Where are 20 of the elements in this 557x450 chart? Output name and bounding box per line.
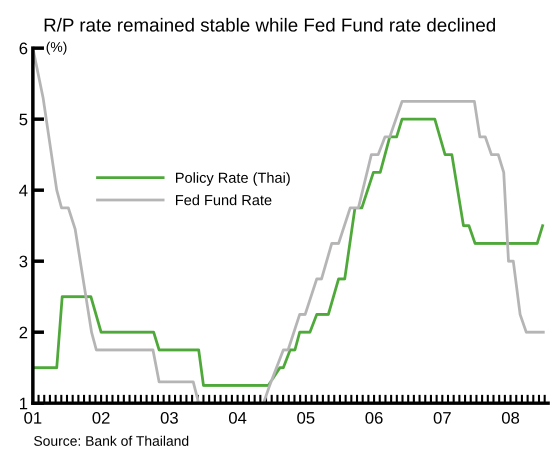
chart-title: R/P rate remained stable while Fed Fund rate declined bbox=[44, 18, 495, 32]
y-tick-label: 6 bbox=[20, 42, 28, 54]
source-note: Source: Bank of Thailand bbox=[34, 436, 188, 446]
legend-label: Fed Fund Rate bbox=[176, 194, 272, 206]
y-axis-title: (%) bbox=[46, 42, 66, 55]
x-tick-label: 04 bbox=[228, 412, 246, 424]
legend-label: Policy Rate (Thai) bbox=[176, 172, 290, 186]
y-tick-label: 2 bbox=[20, 326, 28, 338]
x-tick-label: 08 bbox=[502, 412, 520, 424]
line-series bbox=[32, 118, 544, 387]
y-tick-label: 1 bbox=[20, 398, 28, 410]
x-tick-label: 01 bbox=[24, 412, 42, 424]
x-tick-label: 07 bbox=[434, 412, 451, 424]
x-tick-label: 06 bbox=[365, 412, 383, 424]
y-tick-label: 4 bbox=[19, 184, 28, 196]
x-tick-label: 05 bbox=[297, 412, 314, 424]
x-tick-label: 03 bbox=[160, 412, 178, 424]
x-tick-label: 02 bbox=[92, 412, 110, 424]
y-tick-label: 3 bbox=[19, 256, 28, 268]
y-tick-label: 5 bbox=[19, 114, 28, 126]
